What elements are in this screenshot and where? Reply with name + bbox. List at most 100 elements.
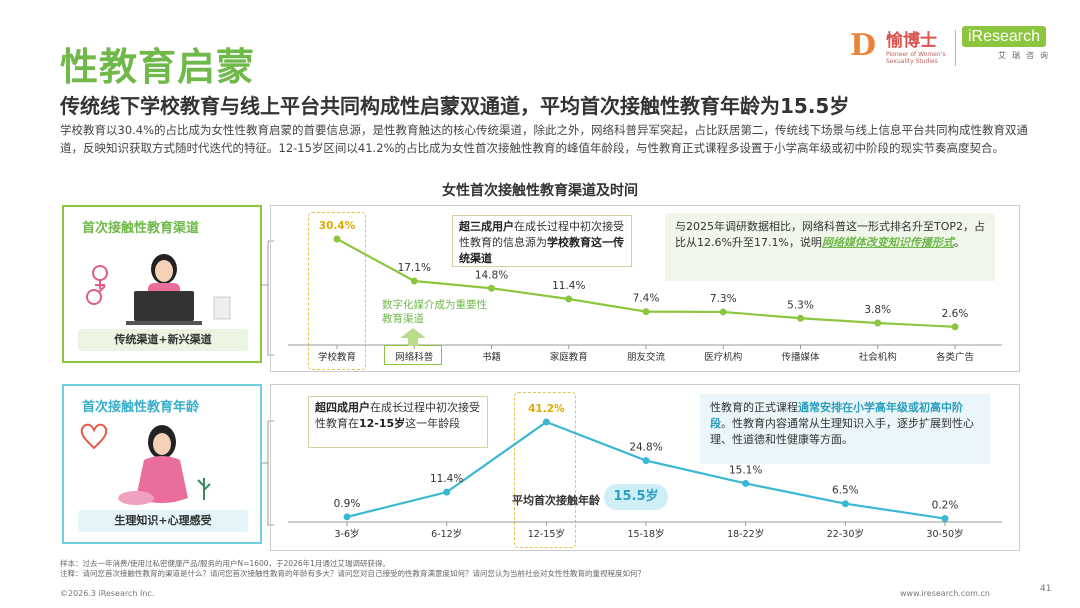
x-tick-label: 医疗机构 [704,351,742,363]
online-note: 与2025年调研数据相比，网络科普这一形式排名升至TOP2，占比从12.6%升至… [665,213,995,281]
source-url: www.iresearch.com.cn [900,589,990,598]
online-note-text: 与2025年调研数据相比，网络科普这一形式排名升至TOP2，占比从12.6%升至… [675,220,986,249]
study-illustration-icon [86,254,231,325]
age-note-strong2: 12-15岁 [359,417,406,430]
page-subtitle: 传统线下学校教育与线上平台共同构成性启蒙双通道，平均首次接触性教育年龄为15.5… [60,94,850,118]
school-note-strong2: 学校教育这一传统渠道 [459,236,624,265]
school-note-strong: 超三成用户 [459,220,514,233]
data-point [333,235,341,243]
data-point [343,513,351,521]
school-highlight-box [308,212,366,370]
chart-title: 女性首次接触性教育渠道及时间 [442,183,638,199]
school-note-text: 在成长过程中初次接受性教育的信息源为 [459,220,624,249]
footnote-notes: 注释：请问您首次接触性教育的渠道是什么？请问您首次接触性教育的年龄有多大？请问您… [60,569,645,578]
logo-divider [955,30,956,66]
age-note: 超四成用户在成长过程中初次接受性教育在12-15岁这一年龄段 [308,396,488,448]
average-age-badge: 15.5岁 [604,484,668,510]
x-tick-label: 18-22岁 [727,528,764,540]
online-note-end: 。 [953,236,965,249]
school-note: 超三成用户在成长过程中初次接受性教育的信息源为学校教育这一传统渠道 [452,215,632,267]
online-note-highlight: 网络媒体改变知识传播形式 [821,236,954,249]
curriculum-note-highlight: 通常安排在小学高年级或初高中阶段 [710,401,963,430]
logo-subtitle: Pioneer of Women's Sexuality Studies [886,51,946,65]
data-label: 17.1% [398,262,431,274]
data-label: 3.8% [864,304,891,316]
data-point [565,295,573,303]
data-label: 15.1% [729,464,762,476]
data-label: 0.2% [932,500,959,512]
data-point [841,500,849,508]
data-label: 30.4% [319,220,356,232]
age-note-text2: 这一年龄段 [405,417,461,430]
x-tick-label: 6-12岁 [431,528,462,540]
channel-panel: 首次接触性教育渠道 传统渠道+新兴渠道 [62,205,262,363]
data-point [443,488,451,496]
logo-mark-icon: D [850,27,877,63]
data-point [642,308,650,316]
data-point [719,308,727,316]
curriculum-note: 性教育的正式课程通常安排在小学高年级或初高中阶段。性教育内容通常从生理知识入手，… [700,394,990,464]
online-category-tag [384,345,442,365]
data-label: 7.4% [633,293,660,305]
data-label: 14.8% [475,269,508,281]
footnote-sample: 样本：过去一年消费/使用过私密健康产品/服务的用户N=1600，于2026年1月… [60,559,390,568]
x-tick-label: 传播媒体 [781,351,820,363]
data-point [742,479,750,487]
logo-cn: 艾瑞咨询 [998,51,1054,60]
peak-age-highlight-box [514,392,576,548]
age-panel: 首次接触性教育年龄 生理知识+心理感受 [62,384,262,544]
x-tick-label: 各类广告 [936,351,974,363]
data-label: 24.8% [629,442,662,454]
x-tick-label: 社会机构 [859,351,897,363]
channel-panel-footer: 传统渠道+新兴渠道 [78,329,248,351]
data-point [488,284,495,292]
data-point [542,418,550,426]
logo-brand: iResearch [962,26,1047,47]
channel-line-chart: 30.4% 学校教育 17.1% 网络科普 14.8% 书籍 11.4% 家庭教育 7.4% 朋友… [288,220,1002,363]
age-panel-footer: 生理知识+心理感受 [78,510,248,532]
age-chart-box [270,384,1020,551]
data-point [874,319,882,327]
x-tick-label: 22-30岁 [827,528,864,540]
x-tick-label: 家庭教育 [550,351,588,363]
logo-name: 愉博士 [886,31,937,51]
data-point [410,277,418,285]
data-point [797,314,804,322]
logo-yuboshi: D 愉博士 Pioneer of Women's Sexuality Studi… [850,26,956,65]
data-label: 0.9% [334,498,361,510]
data-label: 11.4% [430,473,463,485]
page-title: 性教育启蒙 [60,45,256,89]
age-panel-label: 首次接触性教育年龄 [82,400,200,415]
data-point [951,323,959,331]
x-tick-label: 30-50岁 [926,528,963,540]
page-description: 学校教育以30.4%的占比成为女性性教育启蒙的首要信息源，是性教育触达的核心传统… [60,123,1029,155]
curriculum-note-text: 性教育的正式课程 [710,401,798,414]
channel-panel-label: 首次接触性教育渠道 [82,221,200,236]
data-label: 5.3% [787,299,814,311]
age-note-strong: 超四成用户 [315,401,370,414]
panel-connectors [262,240,274,526]
footnotes: 样本：过去一年消费/使用过私密健康产品/服务的用户N=1600，于2026年1月… [60,559,645,579]
data-label: 7.3% [710,293,737,305]
x-tick-label: 3-6岁 [334,528,359,540]
logo-iresearch: iResearch 艾瑞咨询 [962,26,1054,61]
digital-media-note: 数字化媒介成为重要性教育渠道 [382,299,487,325]
age-note-text: 在成长过程中初次接受性教育在 [315,401,480,430]
x-tick-label: 书籍 [482,351,501,363]
x-tick-label: 12-15岁 [528,528,565,540]
x-tick-label: 网络科普 [395,351,434,363]
data-label: 11.4% [552,280,585,292]
age-line-chart: 0.9% 3-6岁 11.4% 6-12岁 41.2% 12-15岁 24.8% 15-18岁… [288,403,1002,540]
data-label: 2.6% [942,308,969,320]
data-point [642,457,650,465]
copyright: ©2026.3 iResearch Inc. [60,589,155,598]
curriculum-note-text2: 。性教育内容通常从生理知识入手，逐步扩展到性心理、性道德和性健康等方面。 [710,417,974,446]
channel-chart-box [270,205,1020,372]
x-tick-label: 15-18岁 [627,528,664,540]
data-label: 6.5% [832,485,859,497]
sitting-girl-illustration-icon [80,423,211,505]
up-arrow-icon [400,328,426,346]
page-number: 41 [1040,584,1052,594]
data-point [941,515,949,523]
x-tick-label: 学校教育 [318,351,356,363]
